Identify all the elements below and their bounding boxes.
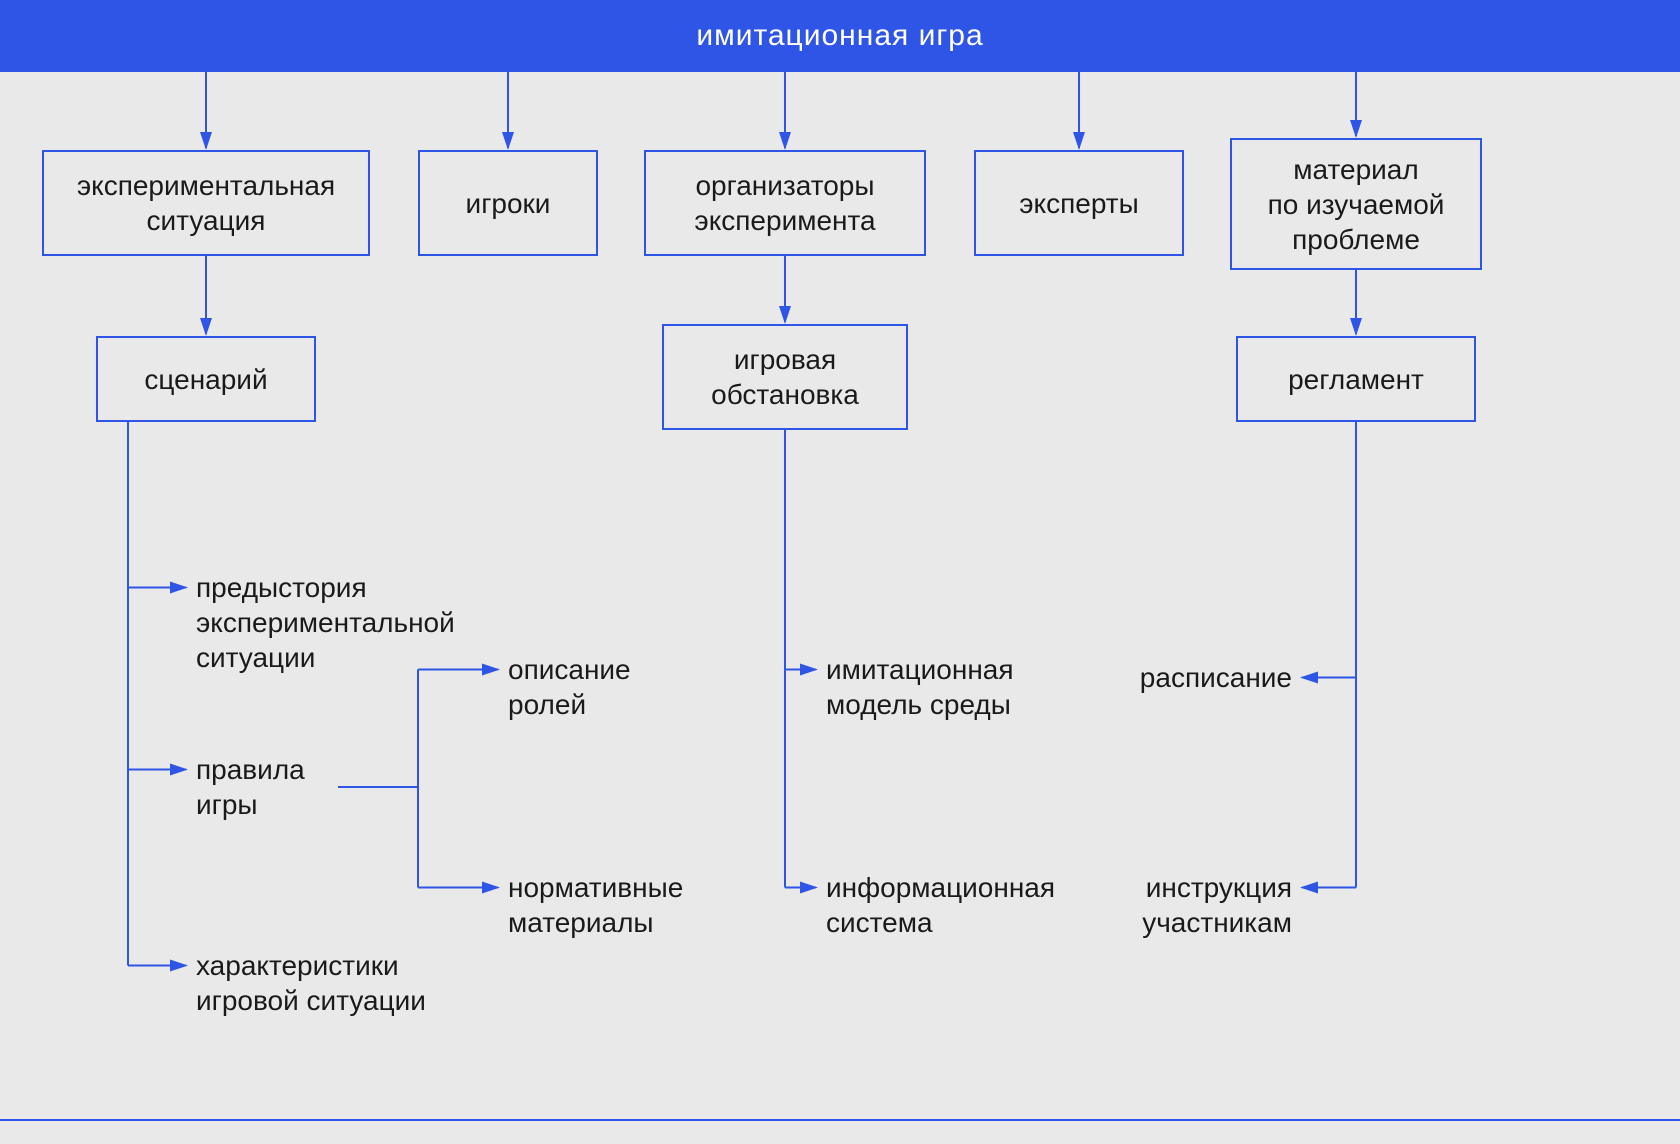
leaf-label: информационнаясистема [826, 872, 1055, 938]
node-label: сценарий [144, 362, 267, 397]
node-label: экспериментальнаяситуация [77, 168, 335, 238]
leaf-label: предысторияэкспериментальнойситуации [196, 572, 455, 673]
leaf-s_rules: правилаигры [196, 752, 305, 822]
leaf-g_info: информационнаясистема [826, 870, 1055, 940]
leaf-label: расписание [1140, 662, 1292, 693]
node-label: материалпо изучаемойпроблеме [1268, 152, 1445, 257]
leaf-label: инструкцияучастникам [1142, 872, 1292, 938]
leaf-label: правилаигры [196, 754, 305, 820]
node-l2_setting: игроваяобстановка [662, 324, 908, 430]
node-l1_players: игроки [418, 150, 598, 256]
leaf-label: описаниеролей [508, 654, 631, 720]
node-label: регламент [1288, 362, 1424, 397]
leaf-s_character: характеристикиигровой ситуации [196, 948, 426, 1018]
node-l1_experts: эксперты [974, 150, 1184, 256]
node-l2_reglament: регламент [1236, 336, 1476, 422]
leaf-reg_schedule: расписание [1140, 660, 1292, 695]
node-label: игроки [466, 186, 551, 221]
node-l2_scenario: сценарий [96, 336, 316, 422]
leaf-label: нормативныематериалы [508, 872, 683, 938]
leaf-r_roles: описаниеролей [508, 652, 631, 722]
leaf-g_model: имитационнаямодель среды [826, 652, 1014, 722]
leaf-r_norms: нормативныематериалы [508, 870, 683, 940]
diagram-canvas: имитационная игра экспериментальнаяситуац… [0, 0, 1680, 1144]
diagram-title: имитационная игра [0, 0, 1680, 72]
node-l1_situation: экспериментальнаяситуация [42, 150, 370, 256]
node-label: эксперты [1019, 186, 1139, 221]
node-label: организаторыэксперимента [694, 168, 875, 238]
leaf-reg_instr: инструкцияучастникам [1142, 870, 1292, 940]
node-l1_material: материалпо изучаемойпроблеме [1230, 138, 1482, 270]
leaf-label: имитационнаямодель среды [826, 654, 1014, 720]
node-l1_organizers: организаторыэксперимента [644, 150, 926, 256]
leaf-label: характеристикиигровой ситуации [196, 950, 426, 1016]
node-label: игроваяобстановка [711, 342, 859, 412]
leaf-s_prehistory: предысторияэкспериментальнойситуации [196, 570, 455, 675]
